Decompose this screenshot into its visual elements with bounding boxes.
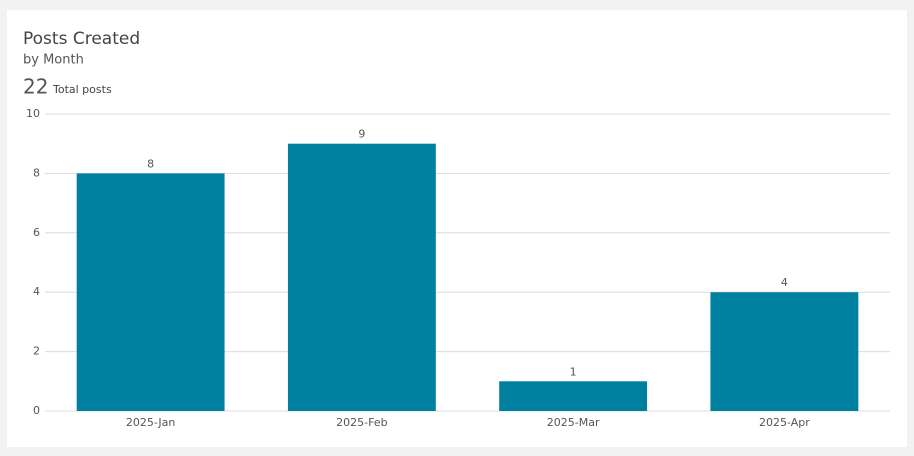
y-tick-label: 2 [33, 345, 40, 358]
y-tick-label: 6 [33, 226, 40, 239]
x-tick-label: 2025-Mar [547, 416, 600, 429]
y-tick-label: 0 [33, 404, 40, 417]
bar [287, 143, 436, 411]
bar [76, 173, 225, 411]
y-tick-label: 10 [26, 107, 40, 120]
chart-subtitle: by Month [23, 53, 84, 68]
x-tick-label: 2025-Feb [336, 416, 387, 429]
bar [710, 292, 859, 411]
x-tick-label: 2025-Jan [126, 416, 176, 429]
value-label: 1 [570, 365, 577, 378]
y-tick-label: 8 [33, 166, 40, 179]
x-tick-label: 2025-Apr [759, 416, 810, 429]
total-value: 22 [23, 75, 48, 99]
value-label: 9 [358, 128, 365, 141]
value-label: 8 [147, 157, 154, 170]
bar [499, 381, 648, 411]
chart-title: Posts Created [23, 29, 140, 49]
total-label: Total posts [52, 83, 112, 96]
value-label: 4 [781, 276, 788, 289]
y-tick-label: 4 [33, 285, 40, 298]
